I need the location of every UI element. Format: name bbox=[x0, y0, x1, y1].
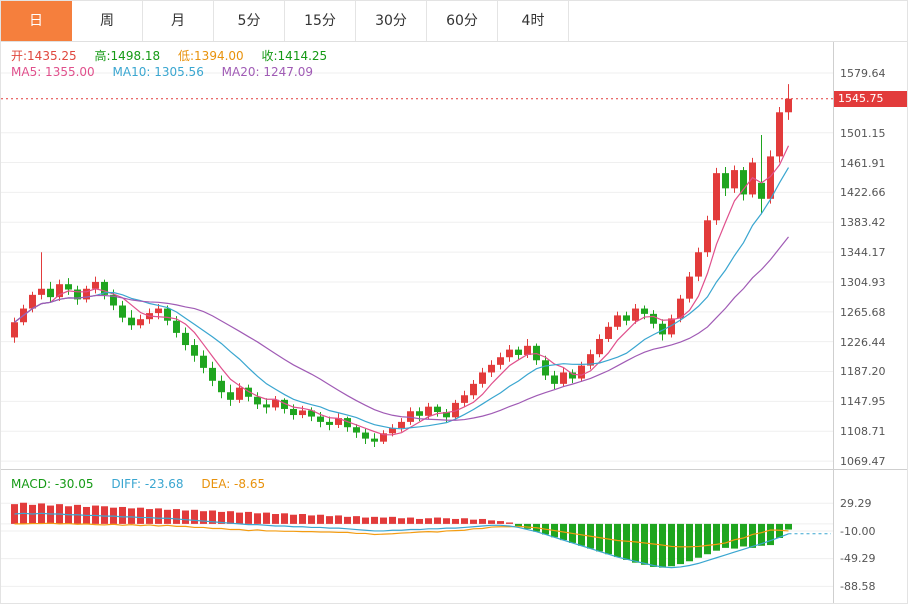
high-value: 高:1498.18 bbox=[94, 49, 161, 63]
diff-value: DIFF: -23.68 bbox=[111, 477, 184, 491]
close-value: 收:1414.25 bbox=[261, 49, 328, 63]
candlestick-chart[interactable] bbox=[1, 41, 833, 469]
panel-separator-line bbox=[1, 469, 907, 470]
low-value: 低:1394.00 bbox=[178, 49, 244, 63]
macd-value: MACD: -30.05 bbox=[11, 477, 94, 491]
ma20-value: MA20: 1247.09 bbox=[221, 65, 313, 79]
price-axis-label: 1501.15 bbox=[840, 127, 886, 140]
tab-5min[interactable]: 5分 bbox=[214, 1, 285, 41]
price-axis-label: 1383.42 bbox=[840, 216, 886, 229]
current-price-badge: 1545.75 bbox=[834, 91, 907, 107]
macd-info-line: MACD: -30.05 DIFF: -23.68 DEA: -8.65 bbox=[11, 477, 279, 491]
tab-15min[interactable]: 15分 bbox=[285, 1, 356, 41]
macd-axis-label: -88.58 bbox=[840, 580, 876, 593]
tab-weekly[interactable]: 周 bbox=[72, 1, 143, 41]
ma-info-line: MA5: 1355.00 MA10: 1305.56 MA20: 1247.09 bbox=[11, 65, 327, 79]
dea-value: DEA: -8.65 bbox=[201, 477, 266, 491]
price-axis-label: 1147.95 bbox=[840, 395, 886, 408]
price-axis-label: 1226.44 bbox=[840, 336, 886, 349]
period-tab-bar: 日 周 月 5分 15分 30分 60分 4时 bbox=[1, 1, 907, 42]
price-axis-label: 1108.71 bbox=[840, 425, 886, 438]
macd-axis-label: -49.29 bbox=[840, 552, 876, 565]
tab-60min[interactable]: 60分 bbox=[427, 1, 498, 41]
ohlc-info-line: 开:1435.25 高:1498.18 低:1394.00 收:1414.25 bbox=[11, 47, 341, 64]
ma10-value: MA10: 1305.56 bbox=[112, 65, 204, 79]
price-axis-label: 1422.66 bbox=[840, 186, 886, 199]
tab-30min[interactable]: 30分 bbox=[356, 1, 427, 41]
price-axis-label: 1304.93 bbox=[840, 276, 886, 289]
price-axis-label: 1579.64 bbox=[840, 67, 886, 80]
macd-chart[interactable] bbox=[1, 471, 833, 604]
price-axis-label: 1265.68 bbox=[840, 306, 886, 319]
open-value: 开:1435.25 bbox=[11, 49, 77, 63]
tab-daily[interactable]: 日 bbox=[1, 1, 72, 41]
axis-separator-line bbox=[833, 41, 834, 603]
price-axis-label: 1069.47 bbox=[840, 455, 886, 468]
tab-monthly[interactable]: 月 bbox=[143, 1, 214, 41]
macd-axis-label: -10.00 bbox=[840, 525, 876, 538]
price-axis-label: 1461.91 bbox=[840, 157, 886, 170]
price-axis-label: 1187.20 bbox=[840, 365, 886, 378]
macd-axis-label: 29.29 bbox=[840, 497, 872, 510]
ma5-value: MA5: 1355.00 bbox=[11, 65, 95, 79]
price-axis-label: 1344.17 bbox=[840, 246, 886, 259]
tab-4hour[interactable]: 4时 bbox=[498, 1, 569, 41]
